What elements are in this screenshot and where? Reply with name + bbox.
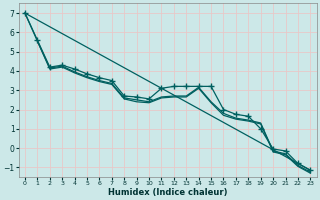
X-axis label: Humidex (Indice chaleur): Humidex (Indice chaleur) [108,188,228,197]
